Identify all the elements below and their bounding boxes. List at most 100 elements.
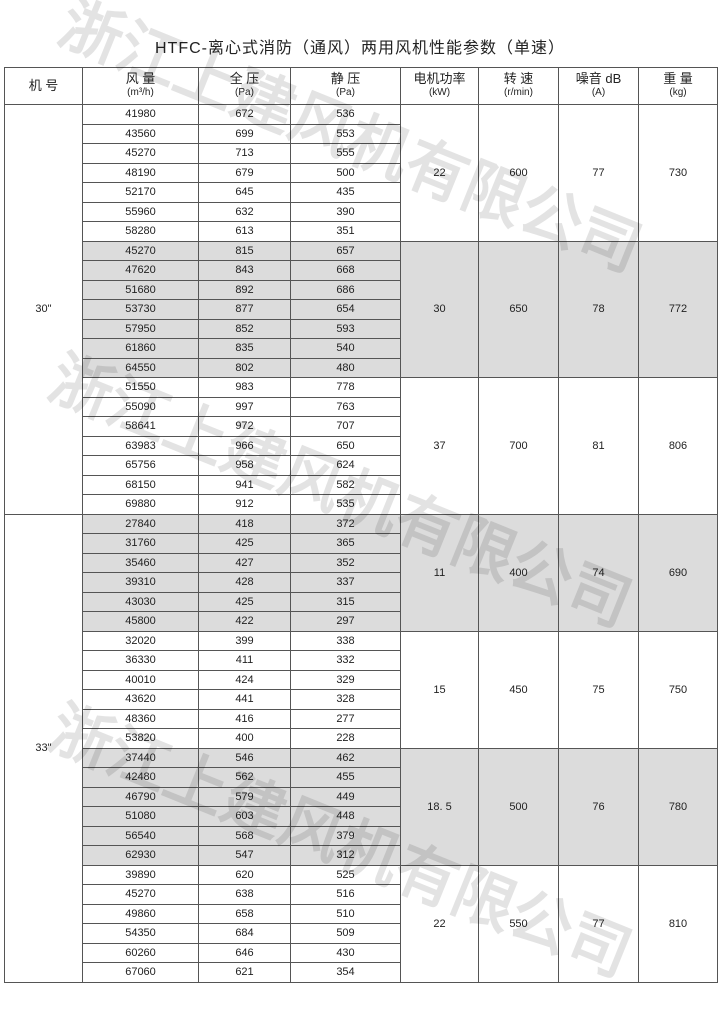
- table-row: 48360 416 277: [5, 708, 718, 729]
- data-cell: 684: [198, 923, 291, 944]
- data-cell: 449: [290, 786, 401, 807]
- noise-cell: 75: [558, 630, 639, 749]
- model-cell: 30": [4, 104, 83, 515]
- table-row: 67060 621 354: [5, 962, 718, 983]
- table-row: 65756 958 624: [5, 455, 718, 476]
- column-unit: (Pa): [336, 87, 355, 98]
- data-cell: 646: [198, 942, 291, 963]
- table-row: 58641 972 707: [5, 416, 718, 437]
- data-cell: 620: [198, 864, 291, 885]
- data-cell: 328: [290, 689, 401, 710]
- table-row: 55960 632 390: [5, 201, 718, 222]
- data-cell: 430: [290, 942, 401, 963]
- data-cell: 427: [198, 552, 291, 573]
- data-cell: 416: [198, 708, 291, 729]
- data-cell: 424: [198, 669, 291, 690]
- data-cell: 54350: [82, 923, 199, 944]
- data-cell: 354: [290, 962, 401, 983]
- data-cell: 63983: [82, 435, 199, 456]
- data-cell: 650: [290, 435, 401, 456]
- data-cell: 877: [198, 299, 291, 320]
- table-row: 35460 427 352: [5, 552, 718, 573]
- data-cell: 540: [290, 338, 401, 359]
- data-cell: 399: [198, 630, 291, 651]
- data-cell: 958: [198, 455, 291, 476]
- data-cell: 43620: [82, 689, 199, 710]
- data-cell: 679: [198, 162, 291, 183]
- data-cell: 57950: [82, 318, 199, 339]
- data-cell: 48190: [82, 162, 199, 183]
- table-row: 55090 997 763: [5, 396, 718, 417]
- column-header: 重 量 (kg): [638, 67, 718, 105]
- data-cell: 228: [290, 728, 401, 749]
- data-cell: 941: [198, 474, 291, 495]
- column-name: 静 压: [330, 71, 361, 86]
- data-cell: 45800: [82, 611, 199, 632]
- data-cell: 35460: [82, 552, 199, 573]
- column-name: 电机功率: [413, 71, 466, 86]
- data-cell: 39890: [82, 864, 199, 885]
- data-cell: 329: [290, 669, 401, 690]
- data-cell: 707: [290, 416, 401, 437]
- data-cell: 425: [198, 533, 291, 554]
- column-header: 静 压 (Pa): [290, 67, 401, 105]
- data-cell: 67060: [82, 962, 199, 983]
- data-cell: 53730: [82, 299, 199, 320]
- data-cell: 425: [198, 591, 291, 612]
- table-row: 51680 892 686: [5, 279, 718, 300]
- data-cell: 448: [290, 806, 401, 827]
- data-cell: 480: [290, 357, 401, 378]
- data-cell: 390: [290, 201, 401, 222]
- spec-table: 机 号风 量 (m³/h) 全 压 (Pa) 静 压 (Pa) 电机功率 (kW) 转 速 (r/…: [4, 67, 718, 983]
- data-cell: 547: [198, 845, 291, 866]
- data-cell: 32020: [82, 630, 199, 651]
- table-row: 56540 568 379: [5, 825, 718, 846]
- data-cell: 46790: [82, 786, 199, 807]
- data-cell: 27840: [82, 513, 199, 534]
- data-cell: 778: [290, 377, 401, 398]
- data-cell: 815: [198, 240, 291, 261]
- table-row: 53730 877 654: [5, 299, 718, 320]
- speed-cell: 450: [478, 630, 559, 749]
- data-cell: 536: [290, 104, 401, 125]
- data-cell: 372: [290, 513, 401, 534]
- data-cell: 58641: [82, 416, 199, 437]
- data-cell: 37440: [82, 747, 199, 768]
- noise-cell: 76: [558, 747, 639, 866]
- column-unit: (Pa): [235, 87, 254, 98]
- power-cell: 30: [400, 240, 479, 378]
- title: HTFC-离心式消防（通风）两用风机性能参数（单速）: [155, 40, 565, 57]
- data-cell: 55960: [82, 201, 199, 222]
- column-name: 机 号: [28, 78, 59, 93]
- data-cell: 613: [198, 221, 291, 242]
- data-cell: 39310: [82, 572, 199, 593]
- data-cell: 843: [198, 260, 291, 281]
- data-cell: 983: [198, 377, 291, 398]
- table-row: 64550 802 480: [5, 357, 718, 378]
- weight-cell: 750: [638, 630, 718, 749]
- data-cell: 45270: [82, 240, 199, 261]
- data-cell: 58280: [82, 221, 199, 242]
- data-cell: 802: [198, 357, 291, 378]
- column-unit: (m³/h): [127, 87, 154, 98]
- data-cell: 61860: [82, 338, 199, 359]
- data-cell: 297: [290, 611, 401, 632]
- data-cell: 51550: [82, 377, 199, 398]
- speed-cell: 600: [478, 104, 559, 242]
- power-cell: 22: [400, 864, 479, 983]
- column-name: 全 压: [229, 71, 260, 86]
- data-cell: 621: [198, 962, 291, 983]
- data-cell: 62930: [82, 845, 199, 866]
- model-cell: 33": [4, 513, 83, 983]
- data-cell: 337: [290, 572, 401, 593]
- data-cell: 654: [290, 299, 401, 320]
- data-cell: 379: [290, 825, 401, 846]
- data-cell: 686: [290, 279, 401, 300]
- data-cell: 500: [290, 162, 401, 183]
- data-cell: 411: [198, 650, 291, 671]
- table-row: 45270 713 555: [5, 143, 718, 164]
- column-header: 转 速 (r/min): [478, 67, 559, 105]
- data-cell: 315: [290, 591, 401, 612]
- data-cell: 455: [290, 767, 401, 788]
- power-cell: 37: [400, 377, 479, 515]
